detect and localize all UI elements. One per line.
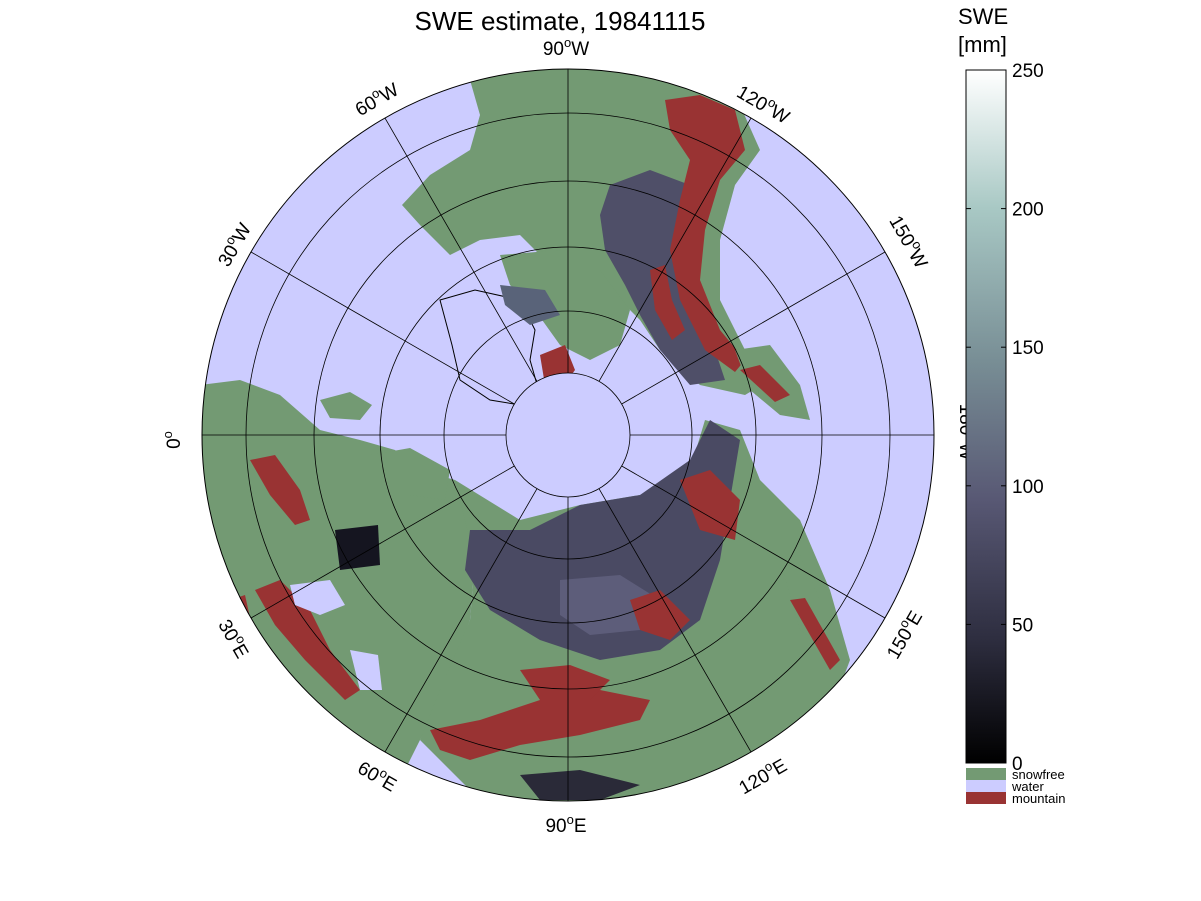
lon-30e-dir: E: [228, 641, 253, 662]
canadian-arctic-islands: [500, 250, 630, 360]
rockies-mountain-east: [650, 265, 685, 340]
legend-swatch-mountain: [966, 792, 1006, 804]
lon-label-90w: 90oW: [543, 35, 589, 60]
lon-90e-dir: E: [574, 816, 587, 837]
europe-mountain-south: [255, 580, 360, 700]
colorbar-tick-label: 200: [1012, 200, 1044, 221]
lon-30w-deg: 30: [215, 242, 244, 271]
island-snow: [500, 285, 560, 325]
scandinavia-land: [370, 448, 450, 500]
siberia-snow: [465, 420, 740, 660]
map-title: SWE estimate, 19841115: [415, 6, 706, 36]
colorbar-tick-label: 100: [1012, 477, 1044, 498]
degree-symbol: o: [564, 35, 571, 50]
lon-120e-dir: E: [769, 755, 790, 780]
lon-150e-deg: 150: [883, 625, 917, 663]
meridian-line: [598, 117, 752, 382]
far-east-mountain: [630, 590, 690, 640]
lon-60w-dir: W: [377, 80, 403, 107]
lon-label-60e: 60oE: [354, 754, 402, 796]
himalaya-snow: [520, 770, 640, 800]
degree-symbol: o: [160, 431, 175, 438]
legend-swatch-water: [966, 780, 1006, 792]
lon-90w-dir: W: [571, 39, 589, 60]
caspian-sea: [350, 650, 382, 690]
colorbar-tick-label: 0: [1012, 754, 1023, 775]
colorbar-gradient: [965, 69, 1007, 764]
lon-label-30e: 30oE: [213, 614, 255, 662]
colorbar-tick-label: 250: [1012, 61, 1044, 82]
legend-label-snowfree: snowfree: [1012, 767, 1065, 782]
meridian-line: [384, 117, 538, 382]
lon-90w-deg: 90: [543, 39, 564, 60]
lon-label-120e: 120oE: [734, 752, 791, 799]
colorbar: SWE [mm] 0 50 100 150 200 250 snowfreewatermo…: [958, 4, 1065, 806]
lon-90e-deg: 90: [545, 816, 566, 837]
lon-0-deg: 0: [164, 438, 185, 449]
east-siberia-mountain: [680, 470, 740, 540]
colorbar-title-line1: SWE: [958, 4, 1008, 29]
meridian-line: [598, 488, 752, 753]
lon-150w-dir: W: [904, 246, 931, 272]
meridian-line: [621, 251, 886, 405]
kamchatka-mountain: [790, 598, 840, 670]
colorbar-title-line2: [mm]: [958, 32, 1007, 57]
iceland: [320, 392, 372, 420]
meridian-line: [250, 465, 515, 619]
polar-map: [202, 69, 934, 801]
meridian-lines: [202, 69, 934, 801]
europe-mountain-alps: [250, 455, 310, 525]
lon-label-150w: 150oW: [884, 210, 934, 272]
colorbar-tick-label: 150: [1012, 338, 1044, 359]
arctic-ocean: [506, 373, 630, 497]
central-asia-mountain: [430, 690, 650, 760]
graticule: [201, 68, 935, 802]
legend-label-water: water: [1011, 779, 1044, 794]
meridian-line: [621, 465, 886, 619]
legend-swatch-snowfree: [966, 768, 1006, 780]
rockies-mountain: [665, 95, 745, 372]
alaska-mountain: [740, 365, 790, 402]
legend-label-mountain: mountain: [1012, 791, 1065, 806]
colorbar-ticks: 0 50 100 150 200 250: [966, 61, 1044, 775]
lon-label-90e: 90oE: [545, 812, 586, 837]
black-sea: [290, 580, 345, 615]
degree-symbol: o: [567, 812, 574, 827]
siberia-snow-light: [560, 575, 660, 635]
meridian-line: [250, 251, 515, 405]
colorbar-tick-label: 50: [1012, 615, 1033, 636]
lon-label-0: 0o: [160, 431, 185, 449]
meridian-line: [384, 488, 538, 753]
lon-60e-deg: 60: [354, 758, 383, 787]
tibet-mountain: [520, 665, 610, 700]
